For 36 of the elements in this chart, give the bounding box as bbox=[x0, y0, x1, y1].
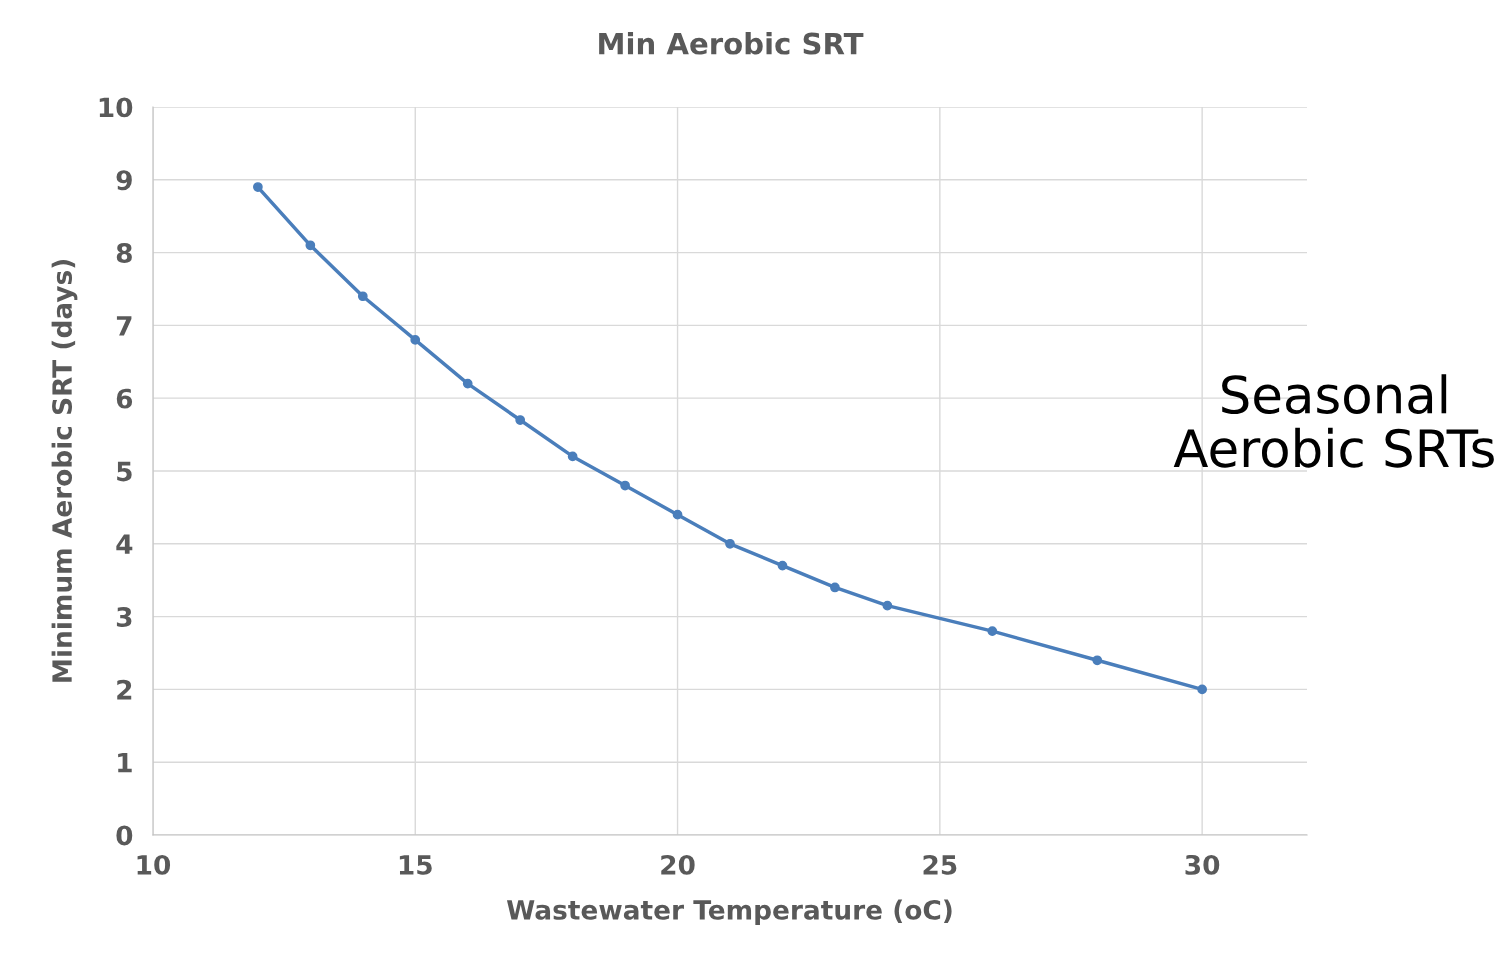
y-tick-label: 6 bbox=[116, 388, 133, 409]
point bbox=[515, 415, 526, 425]
y-tick-label: 5 bbox=[117, 461, 132, 482]
y-tick-label: 3 bbox=[116, 607, 132, 627]
point bbox=[1092, 655, 1103, 666]
point bbox=[672, 509, 683, 520]
point bbox=[410, 335, 421, 345]
point bbox=[253, 182, 263, 192]
point bbox=[1197, 684, 1208, 695]
point bbox=[777, 560, 788, 571]
x-tick-label: 20 bbox=[661, 854, 695, 875]
y-tick-label: 7 bbox=[116, 316, 132, 336]
point bbox=[620, 480, 630, 491]
point bbox=[830, 582, 840, 593]
y-tick-label: 4 bbox=[116, 534, 133, 554]
y-axis-title: Minimum Aerobic SRT (days) bbox=[51, 259, 78, 682]
point bbox=[567, 451, 578, 462]
x-tick-label: 25 bbox=[923, 854, 957, 875]
y-tick-label: 9 bbox=[116, 170, 132, 191]
annotation: Seasonal Aerobic SRTs bbox=[1173, 374, 1494, 468]
point bbox=[882, 600, 893, 611]
y-tick-label: 8 bbox=[116, 243, 132, 263]
x-axis-title: Wastewater Temperature (oC) bbox=[506, 899, 952, 925]
point bbox=[462, 378, 473, 389]
y-tick-label: 0 bbox=[116, 825, 133, 846]
x-tick-label: 10 bbox=[137, 854, 171, 875]
y-tick-label: 2 bbox=[117, 679, 132, 700]
x-tick-label: 15 bbox=[399, 855, 432, 875]
point bbox=[357, 291, 368, 302]
point bbox=[987, 626, 998, 637]
y-tick-label: 1 bbox=[118, 752, 132, 773]
point bbox=[725, 538, 735, 549]
x-tick-label: 30 bbox=[1185, 854, 1220, 875]
y-tick-label: 10 bbox=[99, 97, 133, 118]
point bbox=[305, 240, 316, 251]
chart-title: Min Aerobic SRT bbox=[599, 32, 864, 55]
